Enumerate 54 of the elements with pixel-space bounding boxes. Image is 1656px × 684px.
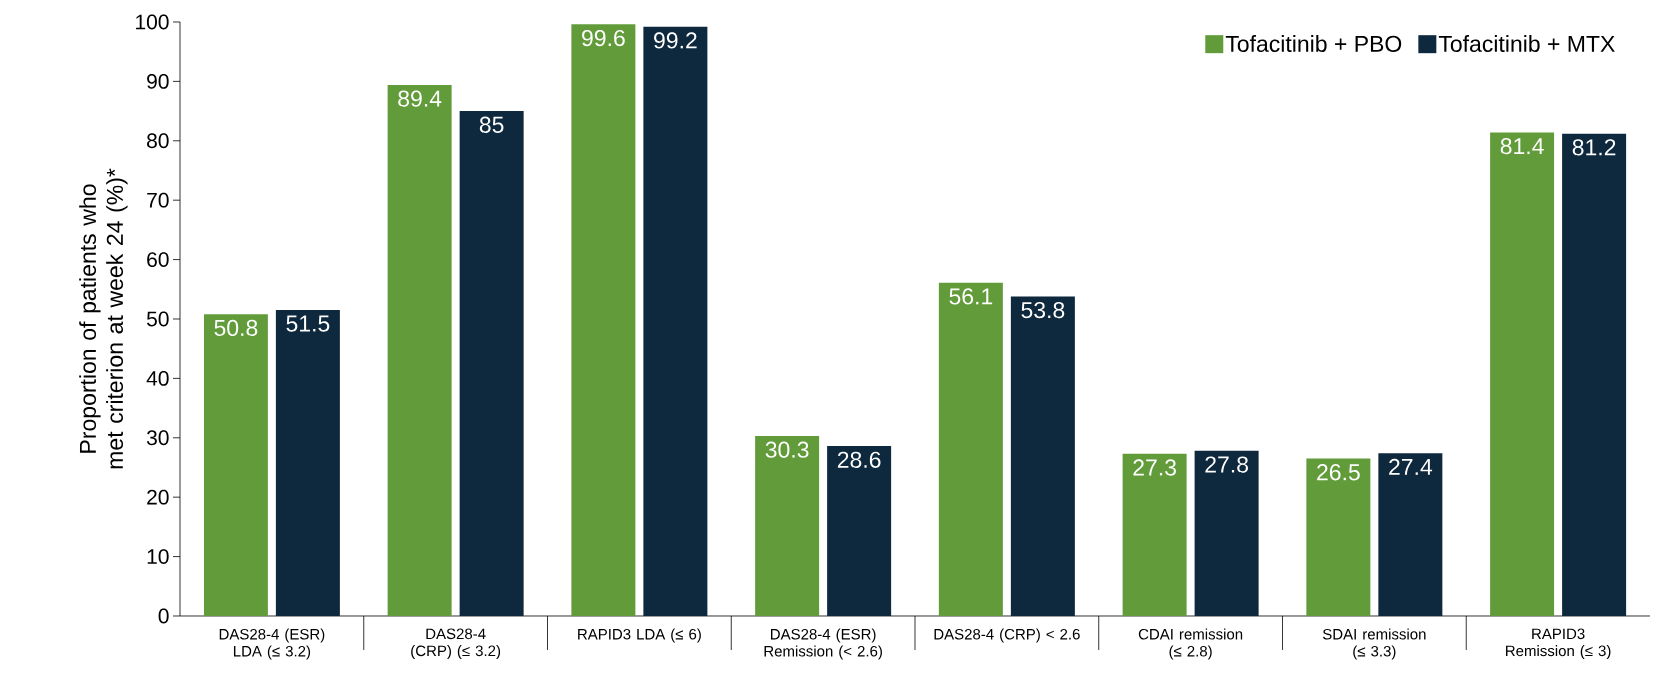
data-label: 27.3 bbox=[1133, 459, 1176, 476]
y-tick-label: 40 bbox=[146, 370, 169, 386]
x-tick-label: DAS28-4 (CRP) < 2.6 bbox=[934, 628, 1080, 643]
y-tick-label: 10 bbox=[147, 549, 169, 565]
y-tick-label: 30 bbox=[146, 430, 169, 446]
x-tick-label: DAS28-4 (ESR) LDA (≤ 3.2) bbox=[219, 628, 325, 660]
data-label: 50.8 bbox=[214, 319, 258, 337]
data-label: 26.5 bbox=[1317, 464, 1360, 481]
bar bbox=[275, 310, 340, 616]
data-label: 27.4 bbox=[1389, 458, 1433, 475]
y-tick-label: 20 bbox=[147, 489, 169, 505]
data-label: 85 bbox=[479, 116, 504, 133]
data-label: 51.5 bbox=[286, 315, 330, 332]
bar bbox=[459, 111, 524, 616]
bar bbox=[1122, 453, 1187, 616]
bar bbox=[755, 436, 820, 616]
y-tick-label: 90 bbox=[147, 73, 169, 89]
bar bbox=[938, 282, 1003, 616]
data-label: 99.6 bbox=[582, 29, 625, 47]
bar bbox=[643, 26, 708, 616]
data-label: 27.8 bbox=[1205, 456, 1248, 473]
bar bbox=[1562, 133, 1627, 616]
data-label: 89.4 bbox=[398, 90, 442, 107]
x-tick-label: CDAI remission (≤ 2.8) bbox=[1138, 628, 1243, 660]
bar bbox=[1378, 453, 1443, 616]
bar bbox=[203, 314, 268, 616]
bar bbox=[387, 84, 452, 616]
x-tick-label: RAPID3 LDA (≤ 6) bbox=[578, 628, 701, 643]
y-tick-label: 80 bbox=[147, 133, 169, 149]
data-label: 53.8 bbox=[1021, 301, 1065, 319]
bar bbox=[827, 446, 892, 616]
x-tick-label: DAS28-4 (CRP) (≤ 3.2) bbox=[411, 628, 501, 660]
data-label: 81.4 bbox=[1500, 138, 1544, 155]
y-tick-label: 60 bbox=[147, 252, 169, 268]
y-tick-label: 70 bbox=[147, 192, 169, 208]
y-axis-title: Proportion of patients who met criterion at week 24 (%)* bbox=[79, 168, 128, 469]
bar bbox=[1194, 450, 1259, 616]
x-tick-label: RAPID3 Remission (≤ 3) bbox=[1506, 628, 1611, 660]
data-label: 30.3 bbox=[765, 441, 809, 458]
bar bbox=[1490, 132, 1555, 616]
bar bbox=[1306, 458, 1371, 616]
y-tick-label: 0 bbox=[158, 608, 169, 624]
legend-label: Tofacitinib + PBO bbox=[1225, 35, 1402, 52]
y-tick-label: 100 bbox=[136, 14, 169, 30]
data-label: 56.1 bbox=[949, 288, 993, 305]
data-label: 28.6 bbox=[837, 451, 881, 468]
bar bbox=[571, 24, 636, 616]
data-label: 99.2 bbox=[654, 32, 697, 49]
x-tick-label: SDAI remission (≤ 3.3) bbox=[1322, 628, 1426, 660]
x-tick-label: DAS28-4 (ESR) Remission (< 2.6) bbox=[764, 628, 882, 660]
legend-label: Tofacitinib + MTX bbox=[1438, 35, 1615, 52]
bar bbox=[1010, 296, 1075, 616]
data-label: 81.2 bbox=[1572, 139, 1616, 156]
y-tick-label: 50 bbox=[146, 311, 169, 327]
